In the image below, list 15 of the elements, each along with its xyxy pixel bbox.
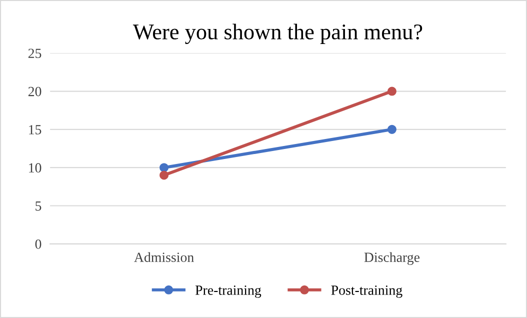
legend-label: Post-training (331, 286, 402, 298)
chart-title: Were you shown the pain menu? (132, 24, 422, 44)
y-tick-label: 15 (29, 125, 42, 134)
point (387, 86, 396, 96)
x-tick-label: Discharge (364, 252, 420, 265)
point (160, 170, 169, 180)
y-tick-label: 5 (36, 201, 42, 211)
y-tick-label: 10 (29, 163, 42, 173)
y-tick-label: 20 (28, 86, 42, 96)
legend-label: Pre-training (195, 286, 262, 298)
x-tick-label: Admission (134, 252, 194, 262)
point (387, 124, 396, 134)
y-tick-label: 0 (35, 239, 42, 249)
point (160, 163, 169, 172)
y-tick-label: 25 (28, 48, 42, 58)
